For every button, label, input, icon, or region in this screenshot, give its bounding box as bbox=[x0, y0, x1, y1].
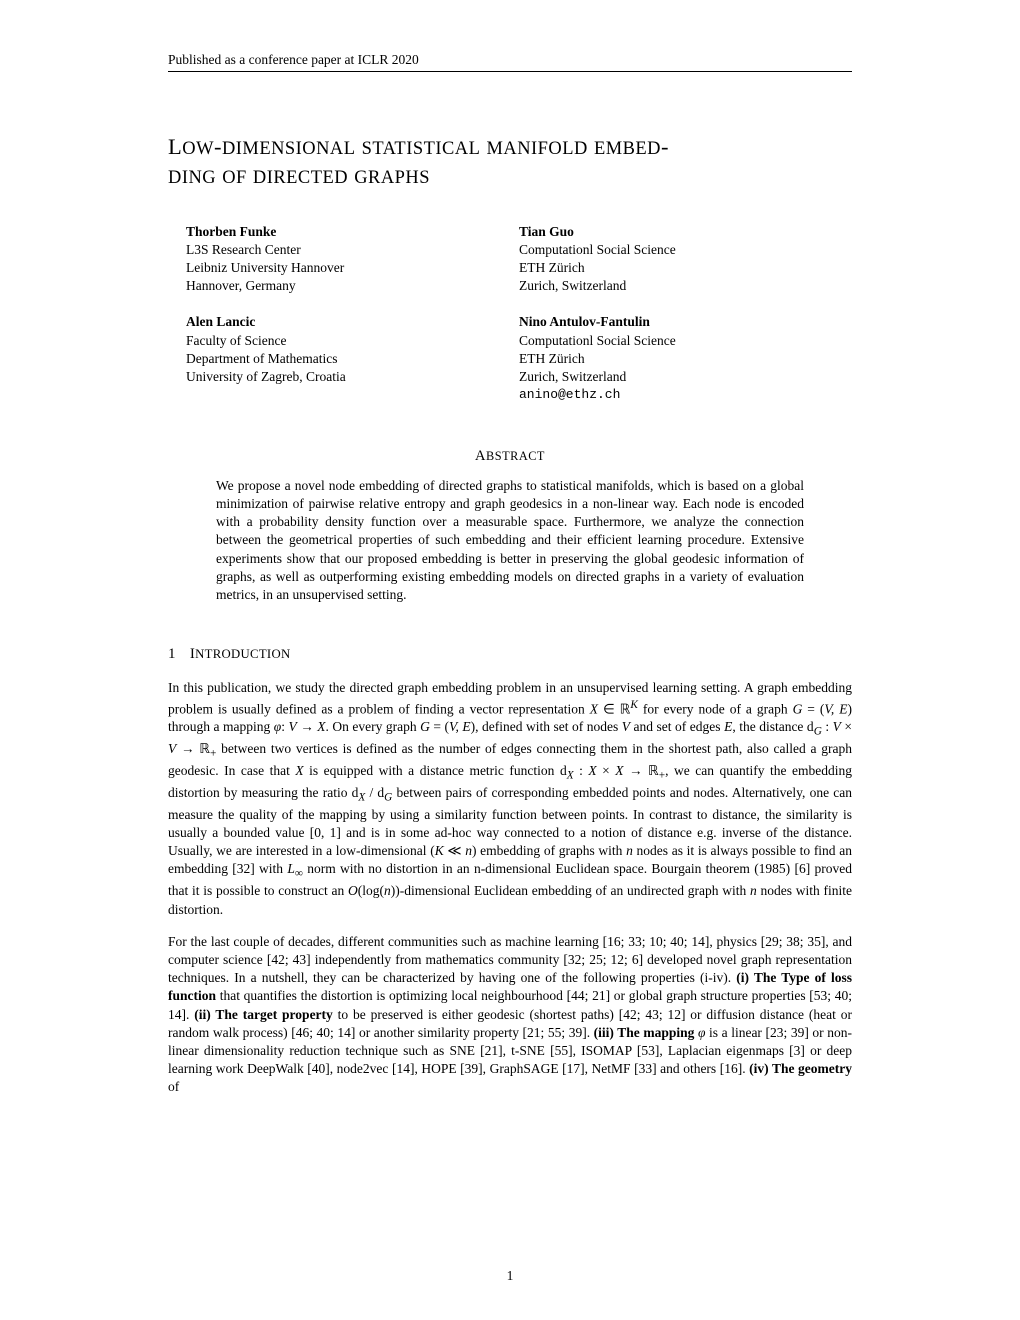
author-3: Alen Lancic Faculty of Science Departmen… bbox=[186, 313, 506, 403]
intro-paragraph-2: For the last couple of decades, differen… bbox=[168, 933, 852, 1097]
page-container: Published as a conference paper at ICLR … bbox=[0, 0, 1020, 1151]
author-2: Tian Guo Computationl Social Science ETH… bbox=[519, 223, 839, 296]
author-affil: ETH Zürich bbox=[519, 350, 839, 368]
author-affil: Department of Mathematics bbox=[186, 350, 506, 368]
section-number: 1 bbox=[168, 646, 176, 662]
running-header: Published as a conference paper at ICLR … bbox=[168, 52, 852, 72]
author-affil: University of Zagreb, Croatia bbox=[186, 368, 506, 386]
author-affil: L3S Research Center bbox=[186, 241, 506, 259]
intro-paragraph-1: In this publication, we study the direct… bbox=[168, 679, 852, 918]
author-affil: Faculty of Science bbox=[186, 332, 506, 350]
author-affil: Computationl Social Science bbox=[519, 332, 839, 350]
author-4: Nino Antulov-Fantulin Computationl Socia… bbox=[519, 313, 839, 403]
authors-block: Thorben Funke L3S Research Center Leibni… bbox=[168, 223, 852, 422]
author-affil: ETH Zürich bbox=[519, 259, 839, 277]
section-1-heading: 1INTRODUCTION bbox=[168, 646, 852, 663]
author-affil: Leibniz University Hannover bbox=[186, 259, 506, 277]
author-affil: Hannover, Germany bbox=[186, 277, 506, 295]
author-affil: Zurich, Switzerland bbox=[519, 368, 839, 386]
author-name: Nino Antulov-Fantulin bbox=[519, 313, 839, 331]
author-name: Alen Lancic bbox=[186, 313, 506, 331]
abstract-text: We propose a novel node embedding of dir… bbox=[168, 477, 852, 605]
abstract-heading: ABSTRACT bbox=[168, 448, 852, 465]
author-affil: Computationl Social Science bbox=[519, 241, 839, 259]
author-name: Thorben Funke bbox=[186, 223, 506, 241]
author-name: Tian Guo bbox=[519, 223, 839, 241]
author-email: anino@ethz.ch bbox=[519, 386, 839, 404]
paper-title: LOW-DIMENSIONAL STATISTICAL MANIFOLD EMB… bbox=[168, 132, 852, 191]
page-number: 1 bbox=[0, 1268, 1020, 1284]
author-1: Thorben Funke L3S Research Center Leibni… bbox=[186, 223, 506, 296]
author-affil: Zurich, Switzerland bbox=[519, 277, 839, 295]
